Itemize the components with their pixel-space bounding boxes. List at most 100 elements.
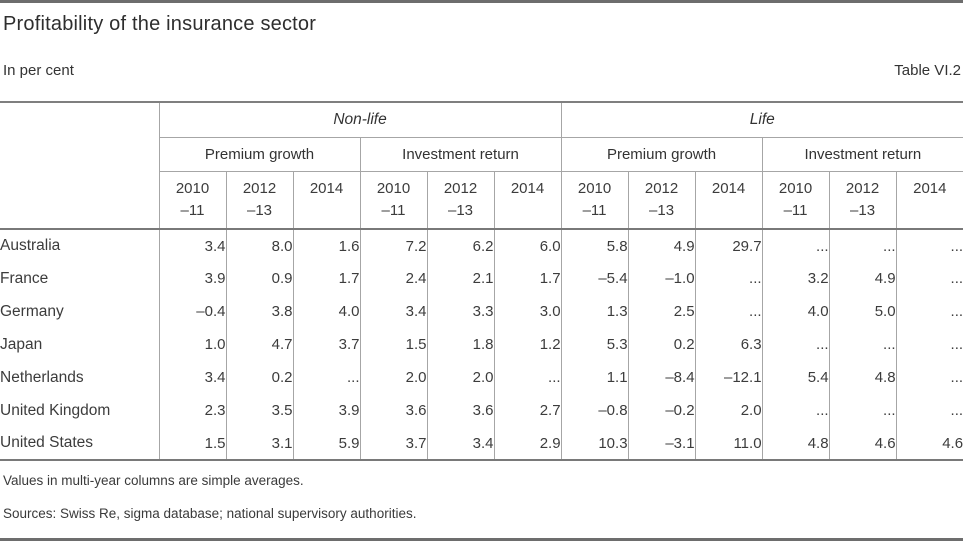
- year-header: 2012 –13: [426, 171, 494, 230]
- value-cell: ...: [895, 394, 963, 427]
- value-cell: 4.6: [828, 427, 897, 461]
- value-cell: 4.7: [225, 328, 293, 361]
- subheader-life-premium-growth: Premium growth: [560, 137, 763, 172]
- value-cell: 1.5: [359, 328, 427, 361]
- value-cell: ...: [828, 394, 897, 427]
- value-cell: –12.1: [694, 361, 763, 394]
- value-cell: –0.2: [627, 394, 696, 427]
- year-header: 2010 –11: [761, 171, 830, 230]
- subheader-nonlife-investment-return: Investment return: [359, 137, 562, 172]
- value-cell: –0.4: [158, 295, 226, 328]
- value-cell: –3.1: [627, 427, 696, 461]
- row-label: France: [0, 269, 49, 287]
- value-cell: 5.8: [560, 229, 629, 262]
- value-cell: ...: [895, 328, 963, 361]
- value-cell: 6.2: [426, 229, 494, 262]
- subtitle-row: In per cent Table VI.2: [3, 62, 961, 79]
- value-cell: ...: [828, 229, 897, 262]
- year-header: 2014: [694, 171, 763, 230]
- value-cell: 4.0: [292, 295, 360, 328]
- year-header: 2012 –13: [225, 171, 293, 230]
- stub-cell: [0, 101, 159, 137]
- value-cell: 5.3: [560, 328, 629, 361]
- value-cell: 2.5: [627, 295, 696, 328]
- value-cell: –1.0: [627, 262, 696, 295]
- row-label: Netherlands: [0, 368, 84, 386]
- value-cell: 29.7: [694, 229, 763, 262]
- value-cell: 2.7: [493, 394, 562, 427]
- value-cell: 5.4: [761, 361, 830, 394]
- value-cell: 1.0: [158, 328, 226, 361]
- value-cell: 4.9: [627, 229, 696, 262]
- table-row-australia: Australia 3.4 8.0 1.6 7.2 6.2 6.0 5.8 4.…: [0, 229, 963, 262]
- table-row-netherlands: Netherlands 3.4 0.2 ... 2.0 2.0 ... 1.1 …: [0, 361, 963, 394]
- table-row-japan: Japan 1.0 4.7 3.7 1.5 1.8 1.2 5.3 0.2 6.…: [0, 328, 963, 361]
- value-cell: 0.9: [225, 262, 293, 295]
- value-cell: 1.3: [560, 295, 629, 328]
- value-cell: 1.7: [292, 262, 360, 295]
- value-cell: 4.8: [828, 361, 897, 394]
- value-cell: 1.2: [493, 328, 562, 361]
- value-cell: –8.4: [627, 361, 696, 394]
- value-cell: 3.5: [225, 394, 293, 427]
- value-cell: 5.0: [828, 295, 897, 328]
- value-cell: ...: [761, 229, 830, 262]
- value-cell: 5.9: [292, 427, 360, 461]
- table-sources: Sources: Swiss Re, sigma database; natio…: [3, 506, 417, 521]
- value-cell: 4.8: [761, 427, 830, 461]
- row-label: Japan: [0, 335, 43, 353]
- value-cell: 8.0: [225, 229, 293, 262]
- value-cell: 1.8: [426, 328, 494, 361]
- value-cell: 10.3: [560, 427, 629, 461]
- subheader-nonlife-premium-growth: Premium growth: [158, 137, 360, 172]
- row-label: United States: [0, 427, 159, 461]
- value-cell: 2.4: [359, 262, 427, 295]
- table-row-germany: Germany –0.4 3.8 4.0 3.4 3.3 3.0 1.3 2.5…: [0, 295, 963, 328]
- stub-cell: [0, 137, 159, 171]
- value-cell: 3.4: [359, 295, 427, 328]
- value-cell: 3.0: [493, 295, 562, 328]
- value-cell: 7.2: [359, 229, 427, 262]
- value-cell: 0.2: [627, 328, 696, 361]
- year-header-row: 2010 –11 2012 –13 2014 2010 –11 2012 –13…: [0, 171, 963, 230]
- value-cell: 2.9: [493, 427, 562, 461]
- value-cell: 3.4: [158, 361, 226, 394]
- value-cell: 1.6: [292, 229, 360, 262]
- year-header: 2010 –11: [560, 171, 629, 230]
- group-header-row: Non-life Life: [0, 101, 963, 138]
- year-header: 2014: [493, 171, 562, 230]
- value-cell: 3.7: [359, 427, 427, 461]
- insurance-profitability-table: Non-life Life Premium growth Investment …: [0, 101, 963, 461]
- year-header: 2012 –13: [627, 171, 696, 230]
- row-label: Germany: [0, 302, 64, 320]
- value-cell: 3.7: [292, 328, 360, 361]
- top-rule: [0, 0, 963, 3]
- value-cell: 3.9: [292, 394, 360, 427]
- value-cell: ...: [895, 361, 963, 394]
- table-row-france: France 3.9 0.9 1.7 2.4 2.1 1.7 –5.4 –1.0…: [0, 262, 963, 295]
- value-cell: 11.0: [694, 427, 763, 461]
- row-label: United Kingdom: [0, 401, 111, 419]
- page-subtitle: In per cent: [3, 62, 74, 79]
- value-cell: ...: [828, 328, 897, 361]
- subheader-life-investment-return: Investment return: [761, 137, 963, 172]
- value-cell: –0.8: [560, 394, 629, 427]
- value-cell: 3.8: [225, 295, 293, 328]
- value-cell: 6.0: [493, 229, 562, 262]
- value-cell: ...: [493, 361, 562, 394]
- year-header: 2014: [895, 171, 963, 230]
- page-title: Profitability of the insurance sector: [3, 13, 317, 35]
- value-cell: ...: [694, 262, 763, 295]
- year-header: 2010 –11: [359, 171, 427, 230]
- group-header-nonlife: Non-life: [158, 101, 562, 138]
- value-cell: 2.3: [158, 394, 226, 427]
- value-cell: 2.1: [426, 262, 494, 295]
- value-cell: –5.4: [560, 262, 629, 295]
- subgroup-header-row: Premium growth Investment return Premium…: [0, 137, 963, 172]
- row-label: Australia: [0, 237, 61, 254]
- value-cell: 3.1: [225, 427, 293, 461]
- value-cell: 0.2: [225, 361, 293, 394]
- value-cell: 3.6: [359, 394, 427, 427]
- value-cell: 1.7: [493, 262, 562, 295]
